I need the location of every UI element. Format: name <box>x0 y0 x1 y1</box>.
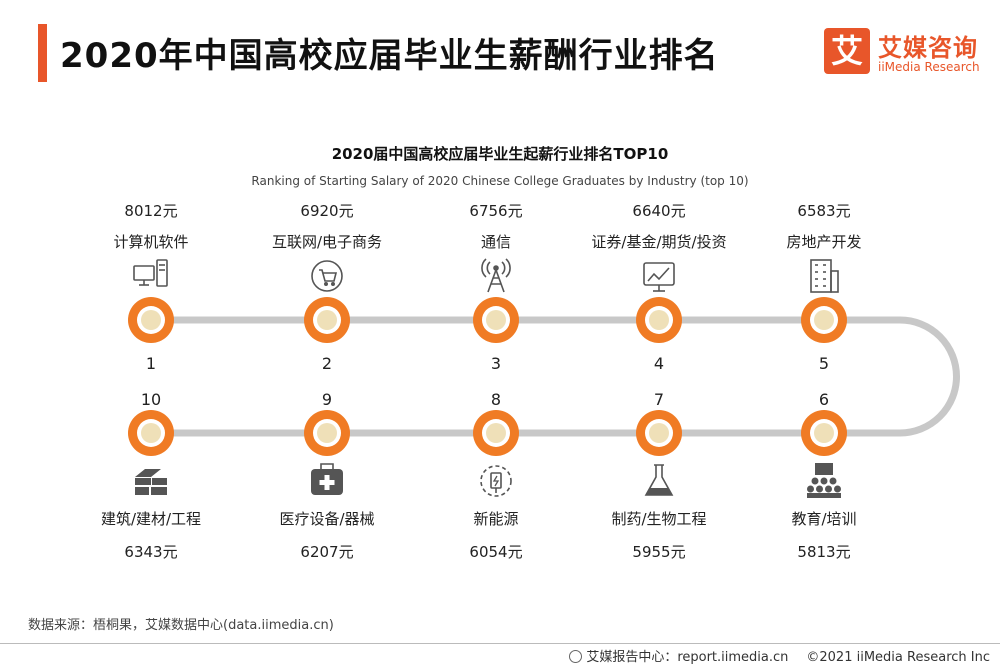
industry-label: 房地产开发 <box>786 233 861 251</box>
signal-tower-icon <box>481 258 511 293</box>
rank-number: 1 <box>146 354 156 373</box>
logo-mark: 艾 <box>824 28 870 74</box>
footer-divider <box>0 643 1000 644</box>
salary-label: 6343元 <box>124 543 177 561</box>
rank-node-core <box>141 423 161 443</box>
salary-label: 5955元 <box>632 543 685 561</box>
logo-text-cn: 艾媒咨询 <box>878 34 978 62</box>
salary-label: 6583元 <box>797 202 850 220</box>
industry-label: 互联网/电子商务 <box>272 233 382 251</box>
chart-title: 2020届中国高校应届毕业生起薪行业排名TOP10 <box>331 145 669 163</box>
rank-number: 7 <box>654 390 664 409</box>
rank-node-core <box>814 423 834 443</box>
rank-number: 4 <box>654 354 664 373</box>
industry-label: 通信 <box>481 233 511 251</box>
education-icon <box>807 463 841 498</box>
rank-node-core <box>486 423 506 443</box>
industry-label: 证券/基金/期货/投资 <box>591 233 726 251</box>
salary-label: 8012元 <box>124 202 177 220</box>
salary-label: 6207元 <box>300 543 353 561</box>
logo-text-en: iiMedia Research <box>878 60 980 74</box>
rank-node-core <box>317 310 337 330</box>
footer-copyright: ©2021 iiMedia Research Inc <box>806 650 990 665</box>
chart-subtitle: Ranking of Starting Salary of 2020 Chine… <box>251 174 749 188</box>
industry-label: 制药/生物工程 <box>611 510 706 528</box>
bricks-icon <box>135 469 167 495</box>
brand-logo: 艾 艾媒咨询 iiMedia Research <box>824 28 994 80</box>
industry-label: 教育/培训 <box>791 510 856 528</box>
rank-number: 10 <box>141 390 161 409</box>
footer-globe-icon <box>569 650 583 663</box>
rank-node-core <box>141 310 161 330</box>
flask-icon <box>644 464 674 496</box>
timeline-track <box>147 316 960 437</box>
rank-number: 6 <box>819 390 829 409</box>
new-energy-icon <box>480 465 512 497</box>
rank-node-core <box>317 423 337 443</box>
rank-node-core <box>649 423 669 443</box>
footer-report-link[interactable]: 艾媒报告中心：report.iimedia.cn <box>586 650 789 665</box>
salary-label: 5813元 <box>797 543 850 561</box>
data-source: 数据来源：梧桐果，艾媒数据中心(data.iimedia.cn) <box>28 618 334 633</box>
rank-node-core <box>814 310 834 330</box>
industry-label: 建筑/建材/工程 <box>101 510 201 528</box>
industry-label: 医疗设备/器械 <box>279 510 374 528</box>
salary-label: 6756元 <box>469 202 522 220</box>
stock-chart-icon <box>643 262 675 292</box>
rank-node-core <box>649 310 669 330</box>
shopping-cart-icon <box>311 260 343 292</box>
salary-label: 6640元 <box>632 202 685 220</box>
salary-label: 6920元 <box>300 202 353 220</box>
rank-number: 3 <box>491 354 501 373</box>
footer: 艾媒报告中心：report.iimedia.cn ©2021 iiMedia Re… <box>569 646 990 665</box>
rank-number: 5 <box>819 354 829 373</box>
page-title: 2020年中国高校应届毕业生薪酬行业排名 <box>60 36 719 76</box>
industry-label: 计算机软件 <box>113 233 188 251</box>
rank-number: 8 <box>491 390 501 409</box>
industry-label: 新能源 <box>473 510 518 528</box>
salary-label: 6054元 <box>469 543 522 561</box>
medical-kit-icon <box>311 463 343 495</box>
rank-number: 9 <box>322 390 332 409</box>
rank-node-core <box>486 310 506 330</box>
building-icon <box>810 259 839 293</box>
rank-number: 2 <box>322 354 332 373</box>
computer-icon <box>133 259 168 287</box>
title-accent-bar <box>38 24 47 82</box>
